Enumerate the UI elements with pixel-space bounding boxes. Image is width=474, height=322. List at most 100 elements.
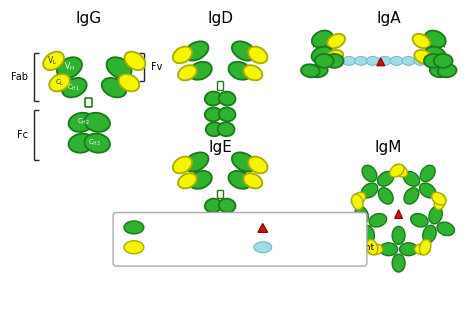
Ellipse shape [219, 108, 236, 121]
Ellipse shape [423, 225, 436, 243]
Ellipse shape [228, 62, 251, 80]
Ellipse shape [57, 57, 82, 78]
Ellipse shape [410, 213, 428, 227]
Ellipse shape [207, 243, 224, 257]
Ellipse shape [392, 254, 405, 272]
Text: Fab: Fab [11, 72, 28, 82]
Text: IgG: IgG [75, 11, 101, 26]
Polygon shape [258, 223, 268, 232]
Ellipse shape [362, 183, 378, 198]
Ellipse shape [355, 56, 367, 65]
Ellipse shape [228, 171, 251, 189]
Ellipse shape [392, 226, 405, 244]
Ellipse shape [366, 56, 379, 65]
Ellipse shape [189, 62, 212, 80]
Ellipse shape [377, 171, 394, 186]
Ellipse shape [184, 41, 209, 61]
Ellipse shape [390, 56, 403, 65]
Ellipse shape [124, 221, 144, 234]
Text: $\mathregular{V_L}$: $\mathregular{V_L}$ [47, 55, 58, 67]
Ellipse shape [352, 194, 363, 210]
Ellipse shape [173, 47, 192, 63]
Ellipse shape [118, 74, 139, 91]
Ellipse shape [178, 173, 197, 188]
Text: $\mathregular{C_{H3}}$: $\mathregular{C_{H3}}$ [88, 138, 100, 148]
Ellipse shape [402, 56, 415, 65]
Text: IgE: IgE [208, 140, 232, 155]
Polygon shape [395, 210, 402, 219]
Ellipse shape [205, 199, 222, 213]
Ellipse shape [403, 171, 419, 186]
Ellipse shape [248, 156, 267, 173]
Ellipse shape [362, 165, 377, 182]
Ellipse shape [414, 50, 432, 64]
Ellipse shape [205, 213, 222, 227]
Ellipse shape [173, 156, 192, 173]
Ellipse shape [429, 206, 442, 224]
Ellipse shape [367, 244, 383, 255]
Ellipse shape [69, 113, 94, 132]
Ellipse shape [69, 134, 94, 153]
FancyBboxPatch shape [113, 213, 367, 266]
Text: Secretory Component: Secretory Component [274, 243, 374, 252]
Ellipse shape [400, 243, 418, 256]
Ellipse shape [438, 64, 456, 77]
Text: $\mathregular{C_L}$: $\mathregular{C_L}$ [55, 78, 64, 88]
Ellipse shape [343, 222, 360, 236]
Text: IgA: IgA [376, 11, 401, 26]
Ellipse shape [312, 31, 333, 48]
Ellipse shape [206, 122, 223, 136]
Ellipse shape [434, 194, 446, 210]
Ellipse shape [361, 225, 374, 243]
Ellipse shape [437, 222, 455, 236]
Text: IgM: IgM [375, 140, 402, 155]
Ellipse shape [219, 199, 236, 213]
Ellipse shape [124, 241, 144, 254]
Text: Fc: Fc [17, 130, 28, 140]
Ellipse shape [420, 165, 435, 182]
Text: Light Chain domain: Light Chain domain [146, 243, 234, 252]
Text: Heavy Chain domain: Heavy Chain domain [146, 223, 240, 232]
Ellipse shape [425, 31, 446, 48]
Ellipse shape [315, 54, 334, 68]
Ellipse shape [432, 192, 446, 205]
Ellipse shape [205, 108, 222, 121]
Ellipse shape [412, 34, 430, 48]
Ellipse shape [369, 213, 387, 227]
Ellipse shape [430, 64, 448, 77]
Ellipse shape [355, 206, 368, 224]
Ellipse shape [393, 164, 408, 177]
Ellipse shape [206, 228, 223, 242]
Ellipse shape [378, 56, 391, 65]
Ellipse shape [125, 52, 145, 70]
Ellipse shape [311, 47, 333, 63]
Ellipse shape [309, 64, 328, 77]
Ellipse shape [43, 52, 64, 70]
Ellipse shape [189, 171, 212, 189]
Ellipse shape [301, 64, 320, 77]
Ellipse shape [424, 54, 443, 68]
Ellipse shape [343, 56, 356, 65]
Ellipse shape [380, 243, 398, 256]
Text: Fv: Fv [151, 62, 162, 72]
Ellipse shape [205, 91, 222, 106]
Ellipse shape [218, 228, 235, 242]
Ellipse shape [434, 54, 453, 68]
Ellipse shape [425, 47, 446, 63]
Ellipse shape [378, 188, 393, 204]
Ellipse shape [419, 183, 436, 198]
Ellipse shape [254, 242, 272, 253]
Text: $\mathregular{C_{H2}}$: $\mathregular{C_{H2}}$ [77, 117, 90, 128]
Ellipse shape [219, 91, 236, 106]
Ellipse shape [107, 57, 132, 78]
Text: $\mathregular{C_{H1}}$: $\mathregular{C_{H1}}$ [67, 82, 80, 93]
Ellipse shape [244, 65, 262, 80]
Text: J Chain: J Chain [273, 223, 304, 232]
Ellipse shape [232, 41, 256, 61]
Polygon shape [377, 58, 385, 66]
Ellipse shape [219, 213, 236, 227]
Ellipse shape [414, 56, 427, 65]
Text: $\mathregular{V_H}$: $\mathregular{V_H}$ [64, 61, 75, 73]
Ellipse shape [232, 152, 256, 172]
Ellipse shape [84, 134, 110, 153]
